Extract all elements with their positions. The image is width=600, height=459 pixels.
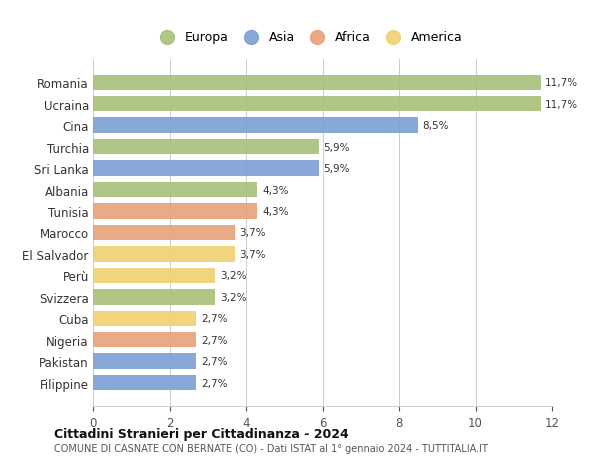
Bar <box>93 246 235 262</box>
Text: 3,7%: 3,7% <box>239 228 266 238</box>
Bar <box>93 353 196 369</box>
Text: 11,7%: 11,7% <box>545 100 578 110</box>
Text: 5,9%: 5,9% <box>323 164 350 174</box>
Bar <box>93 311 196 326</box>
Text: 3,7%: 3,7% <box>239 249 266 259</box>
Bar <box>93 140 319 155</box>
Bar <box>93 161 319 176</box>
Text: 2,7%: 2,7% <box>201 356 227 366</box>
Text: Cittadini Stranieri per Cittadinanza - 2024: Cittadini Stranieri per Cittadinanza - 2… <box>54 427 349 440</box>
Text: 3,2%: 3,2% <box>220 271 247 281</box>
Bar <box>93 75 541 91</box>
Bar <box>93 375 196 391</box>
Text: 2,7%: 2,7% <box>201 335 227 345</box>
Text: 5,9%: 5,9% <box>323 142 350 152</box>
Text: 2,7%: 2,7% <box>201 313 227 324</box>
Text: 4,3%: 4,3% <box>262 185 289 195</box>
Text: 11,7%: 11,7% <box>545 78 578 88</box>
Bar <box>93 332 196 347</box>
Text: 8,5%: 8,5% <box>423 121 449 131</box>
Bar <box>93 225 235 241</box>
Text: 2,7%: 2,7% <box>201 378 227 388</box>
Legend: Europa, Asia, Africa, America: Europa, Asia, Africa, America <box>155 31 463 44</box>
Bar <box>93 97 541 112</box>
Text: COMUNE DI CASNATE CON BERNATE (CO) - Dati ISTAT al 1° gennaio 2024 - TUTTITALIA.: COMUNE DI CASNATE CON BERNATE (CO) - Dat… <box>54 443 488 453</box>
Bar <box>93 290 215 305</box>
Bar <box>93 204 257 219</box>
Text: 3,2%: 3,2% <box>220 292 247 302</box>
Bar <box>93 182 257 198</box>
Text: 4,3%: 4,3% <box>262 207 289 217</box>
Bar <box>93 268 215 284</box>
Bar <box>93 118 418 134</box>
